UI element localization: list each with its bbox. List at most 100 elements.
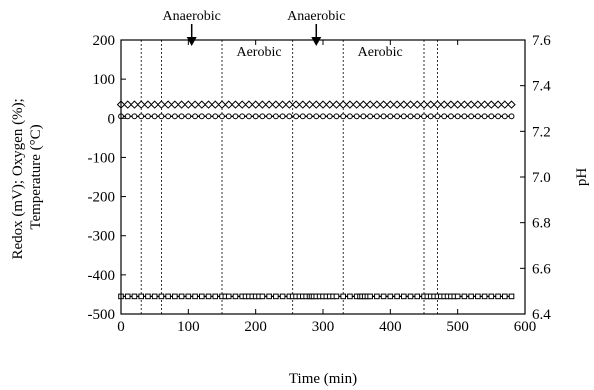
data-point-diamond — [163, 100, 173, 109]
data-point-square — [380, 293, 387, 300]
data-point-diamond — [345, 100, 355, 109]
data-point-circle — [326, 113, 333, 120]
data-point-diamond — [480, 100, 489, 109]
data-point-diamond — [157, 100, 166, 109]
data-point-circle — [347, 113, 353, 120]
annotation-label-anaerobic: Anaerobic — [287, 9, 345, 24]
data-point-square — [158, 293, 165, 300]
data-point-circle — [165, 113, 172, 120]
data-point-circle — [373, 113, 380, 120]
data-point-square — [394, 293, 400, 300]
data-point-diamond — [446, 100, 456, 109]
data-point-diamond — [325, 100, 334, 109]
data-point-circle — [219, 113, 225, 120]
data-point-circle — [293, 113, 299, 120]
data-point-diamond — [285, 100, 294, 109]
data-point-square — [151, 293, 158, 300]
data-point-circle — [340, 113, 347, 120]
data-point-square — [340, 293, 346, 300]
data-point-circle — [407, 113, 414, 120]
y-axis-left-title-line-1: Redox (mV); Oxygen (%); — [10, 98, 26, 259]
data-point-diamond — [211, 100, 220, 109]
data-point-square — [225, 293, 232, 300]
data-point-diamond — [332, 100, 341, 109]
data-point-circle — [185, 113, 192, 120]
data-point-circle — [488, 113, 495, 120]
data-point-diamond — [392, 100, 402, 109]
x-axis: 0 100 200 300 400 500 600 — [117, 40, 536, 335]
y-axis-right-title: pH — [574, 168, 590, 187]
data-point-diamond — [123, 100, 132, 109]
x-tick-label: 300 — [312, 319, 335, 335]
y-axis-left: -500 -400 -300 -200 -100 0 100 200 — [88, 33, 126, 323]
data-point-circle — [205, 113, 212, 120]
data-point-circle — [151, 113, 158, 120]
data-point-square — [279, 293, 286, 300]
x-tick-label: 200 — [244, 319, 267, 335]
x-tick-label: 500 — [446, 319, 469, 335]
data-point-diamond — [487, 100, 496, 109]
data-point-circle — [461, 113, 468, 120]
y-right-tick-label: 6.6 — [532, 261, 551, 277]
data-point-circle — [266, 113, 273, 120]
data-point-diamond — [278, 100, 287, 109]
data-point-circle — [360, 113, 367, 120]
y-right-tick-label: 7.6 — [532, 33, 551, 49]
data-point-circle — [414, 113, 421, 120]
data-point-circle — [192, 113, 198, 120]
data-point-circle — [158, 113, 165, 120]
data-point-circle — [239, 113, 246, 120]
data-point-circle — [394, 113, 400, 120]
gridlines — [140, 40, 438, 314]
data-point-circle — [299, 113, 306, 120]
y-left-tick-label: -300 — [88, 229, 116, 245]
annotation-arrow-head — [186, 37, 197, 46]
data-point-diamond — [177, 100, 186, 109]
series-layer — [116, 100, 516, 300]
data-point-circle — [387, 113, 394, 120]
data-point-circle — [232, 113, 239, 120]
y-right-tick-label: 7.0 — [532, 170, 551, 186]
data-point-square — [212, 293, 219, 300]
data-point-diamond — [413, 100, 422, 109]
data-point-circle — [501, 113, 508, 120]
data-point-diamond — [507, 100, 516, 109]
data-point-square — [172, 293, 178, 300]
data-point-square — [185, 293, 192, 300]
data-point-diamond — [224, 100, 233, 109]
y-axis-left-title-line-2: Temperature (°C) — [28, 124, 44, 229]
data-point-square — [468, 293, 474, 300]
data-point-square — [461, 293, 468, 300]
data-point-circle — [468, 113, 475, 120]
data-point-diamond — [386, 100, 395, 109]
data-point-diamond — [237, 100, 247, 109]
x-axis-title: Time (min) — [289, 371, 357, 387]
data-point-diamond — [493, 100, 503, 109]
y-axis-left-title: Redox (mV); Oxygen (%); Temperature (°C) — [10, 95, 44, 260]
y-left-tick-label: -500 — [88, 307, 116, 323]
data-point-circle — [441, 113, 448, 120]
y-right-tick-label: 6.8 — [532, 216, 551, 232]
data-point-diamond — [143, 100, 153, 109]
data-point-circle — [225, 113, 232, 120]
y-left-tick-label: -100 — [88, 150, 116, 166]
y-right-tick-label: 6.4 — [532, 307, 551, 323]
y-left-tick-label: -200 — [88, 190, 116, 206]
x-tick-label: 400 — [379, 319, 402, 335]
data-point-diamond — [291, 100, 301, 109]
data-point-square — [266, 293, 272, 300]
data-point-diamond — [204, 100, 213, 109]
data-point-circle — [400, 113, 407, 120]
data-point-circle — [198, 113, 205, 120]
x-tick-label: 600 — [514, 319, 537, 335]
data-point-diamond — [150, 100, 159, 109]
data-point-circle — [380, 113, 387, 120]
data-point-diamond — [197, 100, 207, 109]
data-point-circle — [259, 113, 266, 120]
data-point-square — [454, 293, 461, 300]
data-point-diamond — [500, 100, 510, 109]
plot-frame — [120, 39, 526, 315]
data-point-circle — [427, 113, 434, 120]
data-point-square — [407, 293, 414, 300]
